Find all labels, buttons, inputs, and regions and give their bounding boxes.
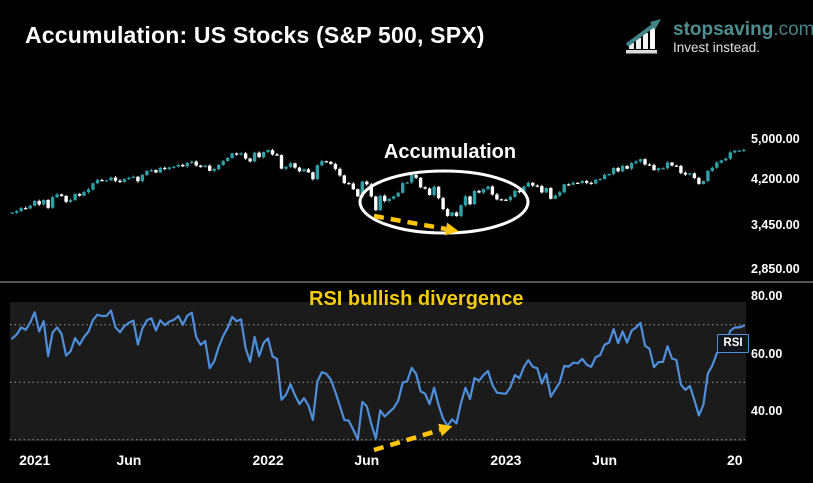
brand-logo: stopsaving.com Invest instead. [624,17,813,57]
rsi-divergence-annotation-label: RSI bullish divergence [309,288,524,310]
accumulation-annotation-label: Accumulation [383,141,517,163]
brand-tld: .com [773,18,813,40]
brand-name: stopsaving.com [673,18,813,40]
bar-chart-growth-icon [625,19,661,54]
brand-tagline: Invest instead. [673,39,761,55]
brand-text: stopsaving.com Invest instead. [673,18,813,55]
rsi-indicator-badge: RSI [717,334,749,353]
page-title: Accumulation: US Stocks (S&P 500, SPX) [25,22,485,48]
